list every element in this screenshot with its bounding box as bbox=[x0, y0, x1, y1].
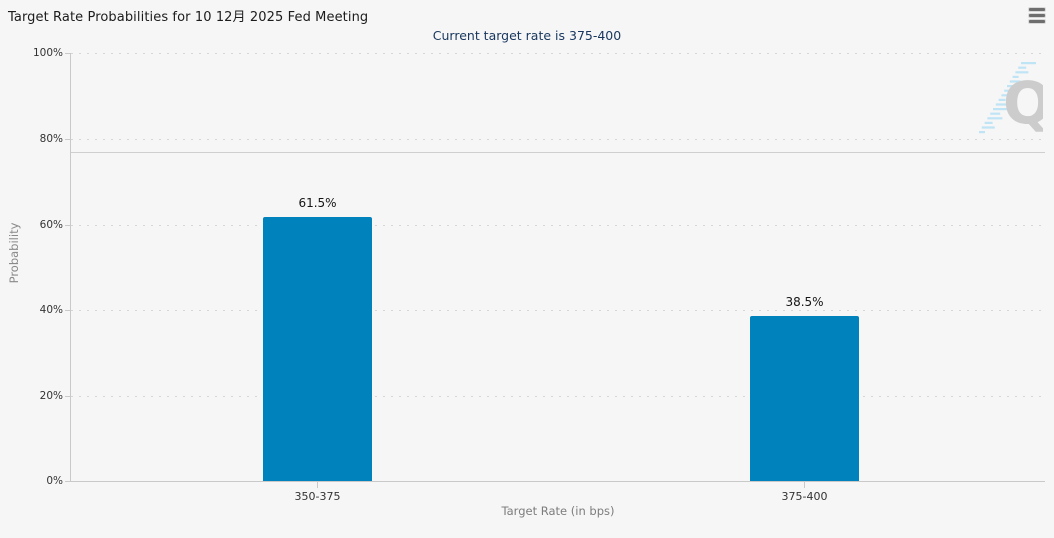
x-category-label: 350-375 bbox=[294, 490, 341, 503]
x-category-label: 375-400 bbox=[781, 490, 828, 503]
reference-line bbox=[71, 152, 1045, 153]
probability-bar-350-375[interactable] bbox=[263, 217, 372, 481]
y-tick-label: 0% bbox=[46, 475, 63, 487]
y-tick-label: 80% bbox=[39, 133, 63, 145]
current-target-rate-subtitle: Current target rate is 375-400 bbox=[432, 28, 622, 43]
gridline-20 bbox=[71, 396, 1045, 397]
gridline-80 bbox=[71, 139, 1045, 140]
y-tick-label: 20% bbox=[39, 390, 63, 402]
hamburger-menu-icon[interactable] bbox=[1029, 8, 1047, 23]
y-tick bbox=[65, 310, 71, 311]
menu-bar bbox=[1029, 20, 1045, 23]
bar-column-375-400: 38.5% bbox=[750, 295, 859, 481]
plot-area: 100% 80% 60% 40% 20% 0% Q 61.5% 38.5% 35… bbox=[33, 47, 1045, 518]
menu-bar bbox=[1029, 14, 1045, 17]
gridline-40 bbox=[71, 310, 1045, 311]
menu-bar bbox=[1029, 8, 1045, 11]
y-tick bbox=[65, 481, 71, 482]
x-tick bbox=[804, 482, 805, 488]
quikstrike-watermark: Q bbox=[979, 62, 1043, 137]
y-tick bbox=[65, 225, 71, 226]
y-tick bbox=[65, 139, 71, 140]
x-axis-title: Target Rate (in bps) bbox=[501, 504, 615, 518]
y-tick-label: 100% bbox=[32, 47, 63, 59]
y-tick bbox=[65, 396, 71, 397]
bar-value-label: 61.5% bbox=[298, 196, 337, 210]
bar-column-350-375: 61.5% bbox=[263, 196, 372, 481]
y-tick-label: 60% bbox=[39, 219, 63, 231]
gridline-60 bbox=[71, 225, 1045, 226]
x-tick bbox=[317, 482, 318, 488]
gridline-100 bbox=[71, 53, 1045, 54]
bar-value-label: 38.5% bbox=[785, 295, 824, 309]
quikstrike-q-letter: Q bbox=[1003, 69, 1043, 137]
y-tick-label: 40% bbox=[39, 304, 63, 316]
probability-bar-375-400[interactable] bbox=[750, 316, 859, 481]
chart-title: Target Rate Probabilities for 10 12月 202… bbox=[8, 10, 369, 25]
y-tick bbox=[65, 53, 71, 54]
